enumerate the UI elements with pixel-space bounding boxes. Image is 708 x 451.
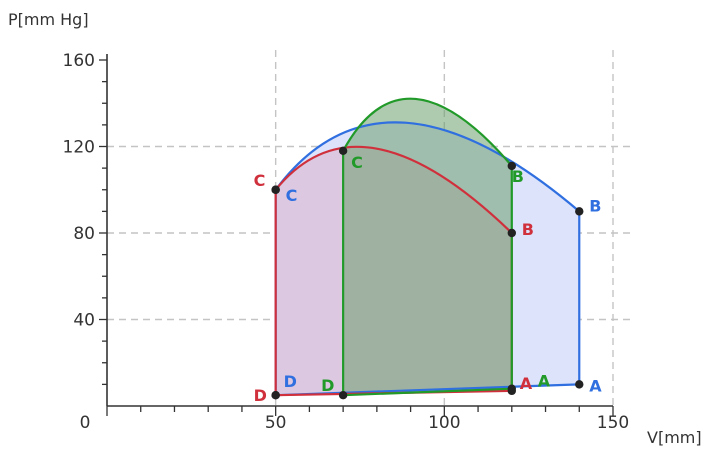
axes: 0 50 100 150 40 80 120 160 bbox=[63, 51, 630, 433]
x-tick-label: 100 bbox=[428, 413, 460, 433]
point-label: C bbox=[351, 153, 363, 172]
loop-point bbox=[338, 390, 348, 400]
loop-point bbox=[575, 207, 584, 216]
point-label: A bbox=[538, 372, 551, 391]
x-tick-label: 150 bbox=[597, 413, 629, 433]
y-tick-label: 120 bbox=[63, 138, 95, 158]
x-tick-label: 50 bbox=[265, 413, 287, 433]
loop-line bbox=[274, 121, 581, 397]
loop-points bbox=[271, 146, 584, 400]
y-tick-label: 160 bbox=[63, 51, 95, 71]
y-axis-title: P[mm Hg] bbox=[8, 10, 89, 29]
loop-point bbox=[507, 161, 516, 171]
point-label: C bbox=[286, 186, 298, 205]
loop-line bbox=[274, 145, 513, 397]
loop-areas bbox=[275, 98, 580, 396]
point-label: D bbox=[254, 386, 267, 405]
loop-point bbox=[507, 384, 516, 393]
point-label: B bbox=[522, 220, 534, 239]
point-label: B bbox=[512, 167, 524, 186]
x-tick-label: 0 bbox=[80, 413, 91, 433]
point-label: A bbox=[520, 374, 533, 393]
point-label: D bbox=[321, 376, 334, 395]
point-label: A bbox=[589, 376, 602, 395]
y-tick-label: 40 bbox=[73, 311, 95, 331]
loop-line bbox=[342, 97, 513, 397]
loop-point bbox=[338, 146, 348, 156]
point-label: D bbox=[284, 372, 297, 391]
x-axis-title: V[mm] bbox=[647, 428, 702, 447]
point-label: B bbox=[589, 196, 601, 215]
y-tick-label: 80 bbox=[73, 224, 95, 244]
loop-area bbox=[343, 98, 512, 396]
loop-point bbox=[507, 228, 516, 238]
loop-point bbox=[271, 185, 280, 194]
loop-lines bbox=[274, 97, 581, 397]
point-labels: A B C D A B C D A B C D bbox=[254, 153, 603, 405]
loop-point bbox=[271, 390, 280, 400]
loop-point bbox=[575, 380, 584, 389]
point-label: C bbox=[254, 171, 266, 190]
